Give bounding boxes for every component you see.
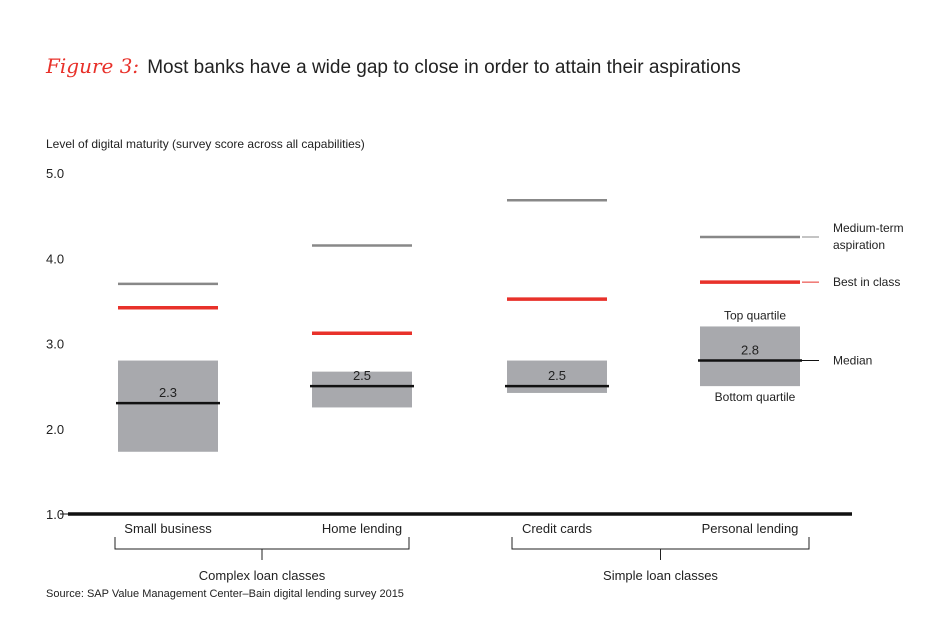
y-tick-label: 1.0	[46, 507, 64, 522]
category-label: Personal lending	[702, 521, 799, 536]
median-value-label: 2.3	[159, 385, 177, 400]
quartile-box	[312, 371, 412, 408]
legend-label-aspiration-line1: Medium-term	[833, 221, 904, 235]
median-value-label: 2.5	[548, 368, 566, 383]
quartile-box	[507, 360, 607, 393]
legend-label-top-quartile: Top quartile	[724, 308, 786, 322]
group-bracket	[114, 537, 410, 550]
quartile-box	[118, 360, 218, 452]
median-value-label: 2.5	[353, 368, 371, 383]
figure-label: Figure 3:	[46, 54, 140, 78]
figure-title: Figure 3: Most banks have a wide gap to c…	[46, 54, 741, 79]
group-bracket	[511, 537, 810, 550]
y-tick-label: 2.0	[46, 422, 64, 437]
category-label: Small business	[124, 521, 212, 536]
y-axis-label: Level of digital maturity (survey score …	[46, 137, 365, 151]
category-label: Credit cards	[522, 521, 593, 536]
quartile-box	[700, 326, 800, 387]
group-label: Complex loan classes	[199, 568, 326, 583]
y-tick-label: 4.0	[46, 251, 64, 266]
figure-title-text: Most banks have a wide gap to close in o…	[147, 57, 741, 78]
source-note: Source: SAP Value Management Center–Bain…	[46, 588, 404, 600]
median-value-label: 2.8	[741, 343, 759, 358]
group-label: Simple loan classes	[603, 568, 718, 583]
legend-label-aspiration-line2: aspiration	[833, 238, 885, 252]
category-label: Home lending	[322, 521, 402, 536]
legend-label-bottom-quartile: Bottom quartile	[715, 390, 796, 404]
y-tick-label: 3.0	[46, 337, 64, 352]
legend-label-best-in-class: Best in class	[833, 275, 900, 289]
y-tick-label: 5.0	[46, 166, 64, 181]
legend-label-median: Median	[833, 354, 872, 368]
